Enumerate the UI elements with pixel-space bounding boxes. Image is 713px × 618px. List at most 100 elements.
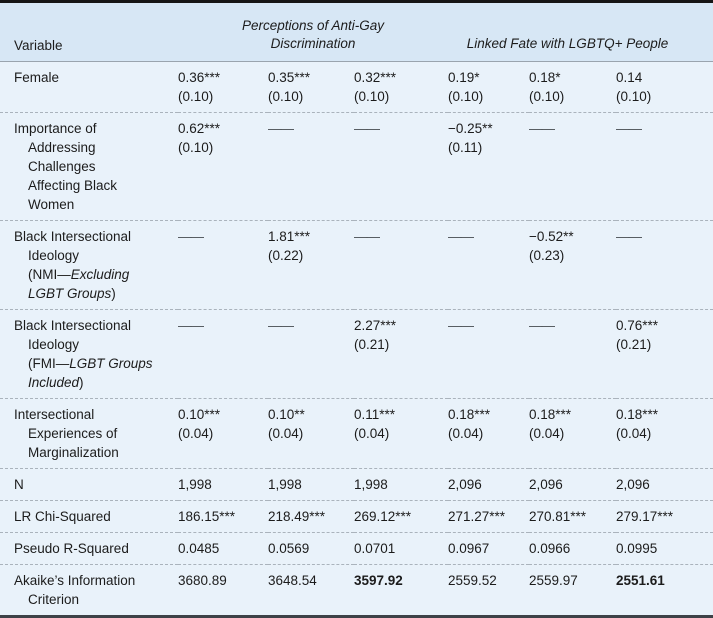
row-label-italic-segment: Included [28, 375, 80, 390]
row-label: Importance of Addressing Challenges Affecti… [0, 112, 178, 221]
value-cell: 0.0967 [448, 532, 529, 565]
value-cell: —— [448, 309, 529, 399]
row-label-segment: Intersectional [14, 407, 95, 422]
coefficient-value: 0.32*** [354, 70, 397, 85]
row-label-segment: Challenges [28, 159, 96, 174]
row-label-line: Female [14, 68, 172, 87]
row-label-segment: Black Intersectional [14, 318, 132, 333]
table-row-intersectional-experiences: Intersectional Experiences of Marginalizat… [0, 398, 713, 469]
row-label-segment: Female [14, 70, 60, 85]
row-label: Black Intersectional Ideology (NMI—Excludi… [0, 220, 178, 310]
row-label-segment: Pseudo R-Squared [14, 541, 129, 556]
empty-coefficient-dash: —— [354, 229, 380, 244]
standard-error-value: (0.10) [448, 89, 484, 104]
standard-error-value: (0.04) [616, 426, 652, 441]
row-label-italic-segment: LGBT Groups [69, 356, 153, 371]
value-cell: —— [268, 309, 354, 399]
row-label-segment: ) [111, 286, 116, 301]
variable-column-header: Variable [0, 3, 178, 62]
value-cell: —— [268, 112, 354, 221]
value-cell: 0.0966 [529, 532, 616, 565]
coefficient-value: 218.49*** [268, 509, 326, 524]
row-label-line: N [14, 475, 172, 494]
value-cell: 0.35*** (0.10) [268, 61, 354, 113]
coefficient-value: 186.15*** [178, 509, 236, 524]
coefficient-value: 2,096 [616, 477, 650, 492]
row-label: Black Intersectional Ideology (FMI—LGBT Gr… [0, 309, 178, 399]
empty-coefficient-dash: —— [616, 121, 642, 136]
table-row-black-intersectional-ideology-fmi: Black Intersectional Ideology (FMI—LGBT Gr… [0, 309, 713, 399]
row-label-line: Addressing [14, 138, 172, 157]
empty-coefficient-dash: —— [178, 229, 204, 244]
row-label-line: (FMI—LGBT Groups [14, 354, 172, 373]
value-cell: −0.52** (0.23) [529, 220, 616, 310]
row-label-segment: Importance of [14, 121, 97, 136]
coefficient-value: 0.18*** [529, 407, 572, 422]
row-label-line: Ideology [14, 246, 172, 265]
coefficient-value: 0.10*** [178, 407, 221, 422]
table-row-n: N 1,998 1,998 1,998 2,096 2,096 2,096 [0, 468, 713, 501]
value-cell: 0.11*** (0.04) [354, 398, 448, 469]
group-header-perceptions-anti-gay: Perceptions of Anti-Gay Discrimination [178, 3, 448, 62]
value-cell: 1,998 [354, 468, 448, 501]
row-label-line: Black Intersectional [14, 227, 172, 246]
row-label-segment: Ideology [28, 248, 80, 263]
row-label-segment: Addressing [28, 140, 96, 155]
row-label-italic-segment: Excluding [70, 267, 130, 282]
row-label-segment: Criterion [28, 592, 80, 607]
standard-error-value: (0.10) [178, 89, 214, 104]
table-row-importance-addressing-challenges: Importance of Addressing Challenges Affecti… [0, 112, 713, 221]
value-cell: 0.10** (0.04) [268, 398, 354, 469]
value-cell: 0.18*** (0.04) [616, 398, 713, 469]
value-cell: —— [354, 112, 448, 221]
coefficient-value: 0.76*** [616, 318, 659, 333]
value-cell: 0.76*** (0.21) [616, 309, 713, 399]
standard-error-value: (0.21) [354, 337, 390, 352]
row-label-line: Affecting Black [14, 176, 172, 195]
coefficient-value: 0.0701 [354, 541, 396, 556]
row-label-segment: Women [28, 197, 75, 212]
value-cell: −0.25** (0.11) [448, 112, 529, 221]
table-header: Variable Perceptions of Anti-Gay Discrim… [0, 3, 713, 62]
row-label-line: (NMI—Excluding [14, 265, 172, 284]
value-cell: 0.18*** (0.04) [448, 398, 529, 469]
table-row-pseudo-r-squared: Pseudo R-Squared 0.0485 0.0569 0.0701 0.0967… [0, 532, 713, 565]
coefficient-value: 3597.92 [354, 573, 403, 588]
coefficient-value: 1,998 [354, 477, 388, 492]
standard-error-value: (0.10) [354, 89, 390, 104]
row-label-line: Experiences of [14, 424, 172, 443]
coefficient-value: 271.27*** [448, 509, 506, 524]
coefficient-value: 0.0569 [268, 541, 310, 556]
value-cell: 186.15*** [178, 500, 268, 533]
standard-error-value: (0.22) [268, 248, 304, 263]
coefficient-value: 1,998 [268, 477, 302, 492]
coefficient-value: 279.17*** [616, 509, 674, 524]
value-cell: 0.32*** (0.10) [354, 61, 448, 113]
coefficient-value: 0.0485 [178, 541, 220, 556]
standard-error-value: (0.11) [448, 140, 483, 155]
value-cell: 270.81*** [529, 500, 616, 533]
value-cell: —— [354, 220, 448, 310]
value-cell: 3680.89 [178, 565, 268, 616]
coefficient-value: 3648.54 [268, 573, 317, 588]
coefficient-value: 0.19* [448, 70, 480, 85]
coefficient-value: 0.0966 [529, 541, 571, 556]
value-cell: 0.10*** (0.04) [178, 398, 268, 469]
row-label-line: LR Chi-Squared [14, 507, 172, 526]
row-label: Female [0, 61, 178, 113]
coefficient-value: 0.0967 [448, 541, 490, 556]
regression-table: Variable Perceptions of Anti-Gay Discrim… [0, 3, 713, 615]
coefficient-value: 1,998 [178, 477, 212, 492]
coefficient-value: −0.25** [448, 121, 493, 136]
coefficient-value: 0.36*** [178, 70, 221, 85]
row-label: N [0, 468, 178, 501]
group-header-linked-fate-lgbtq: Linked Fate with LGBTQ+ People [448, 3, 713, 62]
row-label-segment: Akaike’s Information [14, 573, 136, 588]
row-label-line: Challenges [14, 157, 172, 176]
row-label-segment: LR Chi-Squared [14, 509, 111, 524]
standard-error-value: (0.10) [529, 89, 565, 104]
value-cell: 2559.97 [529, 565, 616, 616]
value-cell: —— [529, 112, 616, 221]
table-top-rule [0, 0, 713, 3]
